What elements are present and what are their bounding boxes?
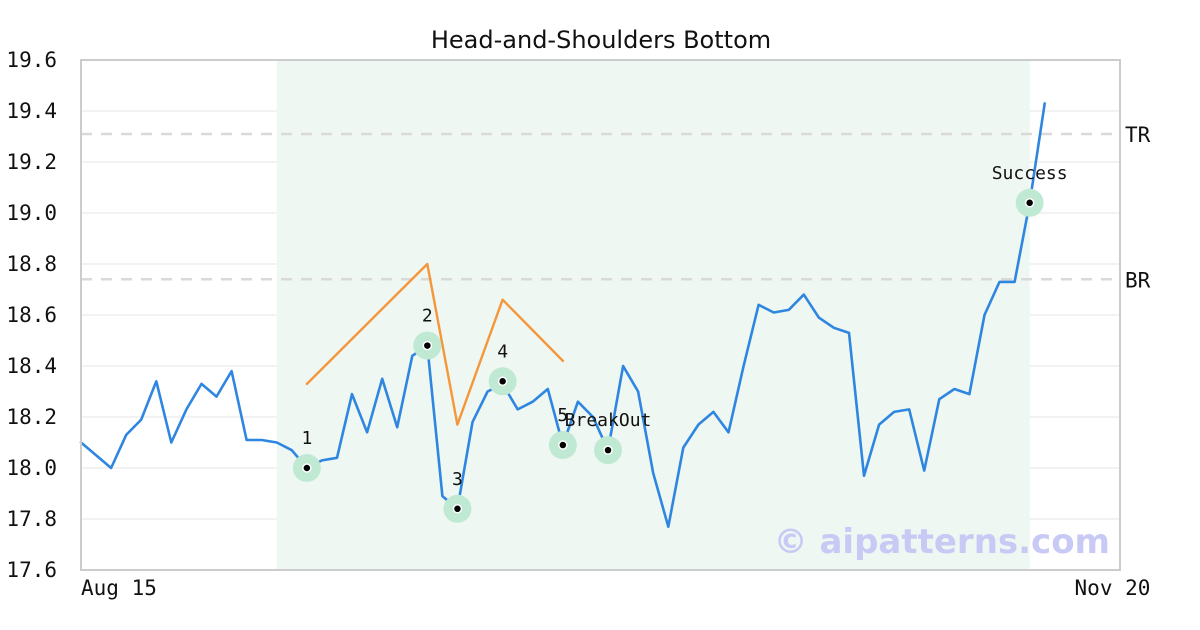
marker-label: 3 [452,469,463,490]
y-tick-label: 19.2 [6,150,57,174]
reference-lines: TR BR [81,123,1151,292]
pattern-outline [305,262,565,426]
y-tick-label: 18.8 [6,252,57,276]
marker-dot [1024,198,1035,208]
chart-title: Head-and-Shoulders Bottom [431,26,771,54]
plot-frame [80,59,1121,571]
marker-label: 1 [301,428,312,449]
y-tick-label: 18.0 [6,456,57,480]
y-tick-label: 18.6 [6,303,57,327]
x-axis-ticks: Aug 15 Nov 20 [81,576,1150,600]
marker-dot [497,376,508,387]
y-tick-label: 19.4 [6,99,57,123]
marker-dot [452,504,463,514]
watermark: © aipatterns.com [774,522,1110,562]
marker-label: 4 [497,341,508,362]
marker-label: Success [992,163,1068,184]
y-tick-label: 19.0 [6,201,57,225]
reference-line-label: BR [1125,268,1151,292]
y-tick-label: 18.2 [6,405,57,429]
marker-label: 5 [557,405,568,426]
y-tick-label: 19.6 [6,48,57,72]
marker-label: 2 [422,306,433,327]
y-axis-ticks: 17.6 17.8 18.0 18.2 18.4 18.6 18.8 19.0 19.2 19.4… [6,48,57,582]
y-tick-label: 17.6 [6,558,57,582]
marker-dot [422,340,433,351]
marker-dot [302,463,312,473]
marker-label: BreakOut [565,410,652,431]
pattern-region [276,60,1030,570]
x-tick-label: Aug 15 [81,576,157,600]
y-tick-label: 18.4 [6,354,57,378]
y-tick-label: 17.8 [6,507,57,531]
x-tick-label: Nov 20 [1075,576,1151,600]
marker-dot [558,440,568,450]
pattern-span [276,60,1030,570]
reference-line-label: TR [1125,123,1151,147]
marker-dot [603,445,613,455]
